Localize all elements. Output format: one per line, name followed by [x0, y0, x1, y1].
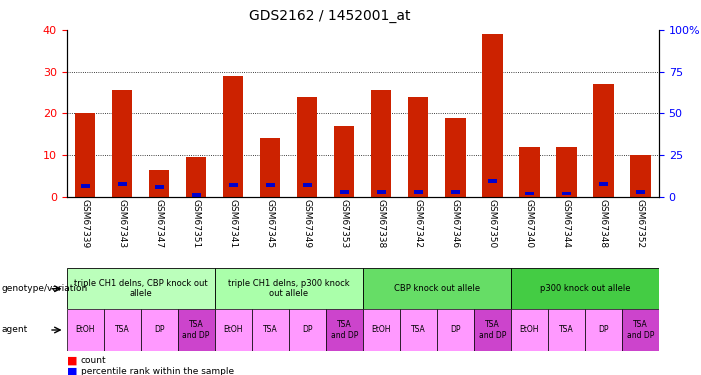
Text: EtOH: EtOH: [224, 326, 243, 334]
Bar: [599, 183, 608, 186]
Text: GSM67341: GSM67341: [229, 199, 238, 248]
Text: TSA
and DP: TSA and DP: [627, 320, 654, 340]
Text: GSM67342: GSM67342: [414, 199, 423, 248]
Text: GSM67350: GSM67350: [488, 199, 497, 248]
Bar: [229, 183, 238, 187]
Bar: [562, 192, 571, 195]
Text: DP: DP: [450, 326, 461, 334]
Text: GSM67347: GSM67347: [155, 199, 163, 248]
Bar: [326, 309, 363, 351]
Text: DP: DP: [154, 326, 165, 334]
Text: p300 knock out allele: p300 knock out allele: [540, 284, 630, 293]
Text: count: count: [81, 356, 107, 365]
Text: percentile rank within the sample: percentile rank within the sample: [81, 367, 233, 375]
Text: genotype/variation: genotype/variation: [1, 284, 88, 293]
Text: GSM67340: GSM67340: [525, 199, 534, 248]
Text: TSA: TSA: [559, 326, 573, 334]
Bar: [437, 309, 474, 351]
Bar: [548, 309, 585, 351]
Bar: [630, 155, 651, 197]
Bar: [451, 190, 460, 194]
Text: GSM67345: GSM67345: [266, 199, 275, 248]
Bar: [104, 309, 141, 351]
Bar: [297, 97, 318, 197]
Text: triple CH1 delns, CBP knock out
allele: triple CH1 delns, CBP knock out allele: [74, 279, 207, 298]
Bar: [260, 138, 280, 197]
Bar: [215, 309, 252, 351]
Bar: [593, 84, 613, 197]
Text: CBP knock out allele: CBP knock out allele: [394, 284, 480, 293]
Text: GSM67346: GSM67346: [451, 199, 460, 248]
Bar: [149, 170, 170, 197]
Bar: [191, 194, 200, 197]
Bar: [511, 268, 659, 309]
Text: GSM67353: GSM67353: [340, 199, 349, 248]
Bar: [186, 157, 206, 197]
Bar: [67, 268, 215, 309]
Bar: [75, 113, 95, 197]
Text: GSM67339: GSM67339: [81, 199, 90, 248]
Bar: [511, 309, 548, 351]
Bar: [223, 76, 243, 197]
Text: DP: DP: [302, 326, 313, 334]
Bar: [414, 190, 423, 194]
Text: GSM67352: GSM67352: [636, 199, 645, 248]
Text: EtOH: EtOH: [372, 326, 391, 334]
Bar: [266, 183, 275, 187]
Bar: [177, 309, 215, 351]
Text: TSA: TSA: [115, 326, 130, 334]
Bar: [445, 118, 465, 197]
Bar: [376, 190, 386, 194]
Text: GSM67343: GSM67343: [118, 199, 127, 248]
Bar: [363, 268, 511, 309]
Bar: [363, 309, 400, 351]
Bar: [482, 34, 503, 197]
Bar: [154, 185, 164, 189]
Text: EtOH: EtOH: [75, 326, 95, 334]
Text: EtOH: EtOH: [519, 326, 539, 334]
Bar: [636, 190, 645, 194]
Bar: [112, 90, 132, 197]
Text: TSA
and DP: TSA and DP: [331, 320, 358, 340]
Text: ■: ■: [67, 356, 77, 366]
Bar: [289, 309, 326, 351]
Text: TSA: TSA: [411, 326, 426, 334]
Text: GSM67344: GSM67344: [562, 199, 571, 248]
Text: TSA
and DP: TSA and DP: [479, 320, 506, 340]
Bar: [556, 147, 576, 197]
Text: TSA: TSA: [263, 326, 278, 334]
Bar: [252, 309, 289, 351]
Bar: [408, 97, 428, 197]
Text: GSM67351: GSM67351: [191, 199, 200, 248]
Text: triple CH1 delns, p300 knock
out allele: triple CH1 delns, p300 knock out allele: [228, 279, 350, 298]
Bar: [340, 190, 349, 194]
Bar: [141, 309, 177, 351]
Bar: [519, 147, 540, 197]
Text: GSM67338: GSM67338: [376, 199, 386, 248]
Bar: [81, 184, 90, 188]
Bar: [118, 183, 127, 186]
Bar: [488, 179, 497, 183]
Text: agent: agent: [1, 326, 27, 334]
Bar: [585, 309, 622, 351]
Text: GSM67349: GSM67349: [303, 199, 312, 248]
Bar: [400, 309, 437, 351]
Bar: [334, 126, 355, 197]
Text: TSA
and DP: TSA and DP: [182, 320, 210, 340]
Text: GDS2162 / 1452001_at: GDS2162 / 1452001_at: [249, 9, 410, 23]
Text: DP: DP: [598, 326, 608, 334]
Bar: [303, 183, 312, 187]
Bar: [474, 309, 511, 351]
Bar: [67, 309, 104, 351]
Bar: [525, 192, 534, 195]
Text: ■: ■: [67, 366, 77, 375]
Bar: [215, 268, 363, 309]
Text: GSM67348: GSM67348: [599, 199, 608, 248]
Bar: [622, 309, 659, 351]
Bar: [371, 90, 391, 197]
